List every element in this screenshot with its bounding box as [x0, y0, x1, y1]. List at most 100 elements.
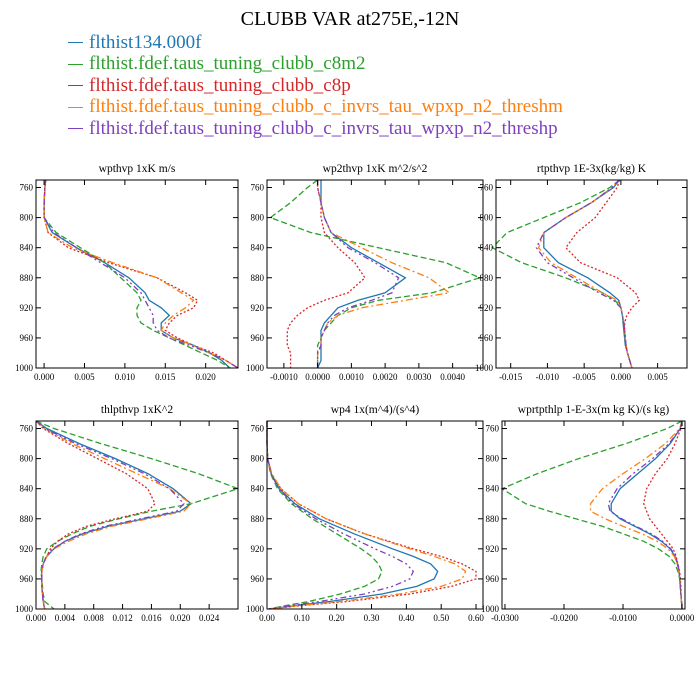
- y-tick-label: 800: [486, 454, 500, 464]
- series-line: [266, 421, 467, 610]
- legend-label: flthist.fdef.taus_tuning_clubb_c8m2: [89, 53, 366, 75]
- y-tick-label: 840: [251, 484, 265, 494]
- x-tick-label: 0.30: [364, 613, 380, 623]
- y-tick-label: 800: [480, 213, 494, 223]
- series-line: [589, 420, 683, 610]
- legend: flthist134.000f flthist.fdef.taus_tuning…: [68, 32, 563, 140]
- x-tick-label: -0.015: [499, 372, 523, 382]
- legend-swatch: [68, 85, 83, 87]
- y-tick-label: 920: [251, 303, 265, 313]
- series-line: [35, 420, 193, 610]
- series-line: [564, 179, 641, 369]
- y-tick-label: 800: [20, 213, 34, 223]
- x-tick-label: 0.000: [34, 372, 55, 382]
- y-tick-label: 960: [20, 574, 34, 584]
- legend-label: flthist.fdef.taus_tuning_clubb_c_invrs_t…: [89, 117, 558, 139]
- y-tick-label: 880: [20, 273, 34, 283]
- x-tick-label: 0.010: [115, 372, 136, 382]
- series-line: [535, 179, 633, 369]
- y-tick-label: 920: [480, 303, 494, 313]
- legend-swatch: [68, 63, 83, 65]
- y-tick-label: 920: [20, 544, 34, 554]
- x-tick-label: 0.020: [170, 613, 191, 623]
- y-tick-label: 880: [251, 273, 265, 283]
- chart-panel: rtpthvp 1E-3x(kg/kg) K 760 800 840 880 920 960…: [475, 163, 688, 382]
- figure-title: CLUBB VAR at275E,-12N: [240, 8, 460, 30]
- series-line: [35, 420, 240, 610]
- y-tick-label: 800: [251, 213, 265, 223]
- x-tick-label: 0.0040: [440, 372, 465, 382]
- x-tick-label: 0.024: [199, 613, 220, 623]
- series-line: [537, 179, 633, 369]
- panel-title: wp4 1x(m^4)/(s^4): [331, 404, 420, 416]
- legend-label: flthist.fdef.taus_tuning_clubb_c8p: [89, 74, 351, 96]
- y-tick-label: 960: [251, 333, 265, 343]
- x-tick-label: -0.0300: [491, 613, 519, 623]
- x-tick-label: 0.0030: [407, 372, 432, 382]
- y-tick-label: 1000: [15, 363, 34, 373]
- plot-frame: [35, 420, 239, 610]
- legend-swatch: [68, 106, 83, 108]
- legend-item: flthist.fdef.taus_tuning_clubb_c_invrs_t…: [68, 118, 563, 140]
- panel-title: wp2thvp 1xK m^2/s^2: [323, 163, 428, 175]
- x-tick-label: 0.005: [74, 372, 95, 382]
- series-line: [35, 420, 185, 610]
- x-tick-label: 0.0020: [373, 372, 398, 382]
- y-tick-label: 880: [251, 514, 265, 524]
- legend-item: flthist134.000f: [68, 32, 563, 54]
- chart-panel: wpthvp 1xK m/s76080084088092096010000.00…: [15, 163, 239, 382]
- series-line: [269, 179, 482, 368]
- x-tick-label: 0.012: [112, 613, 132, 623]
- series-line: [491, 179, 633, 369]
- y-tick-label: 880: [20, 514, 34, 524]
- legend-label: flthist134.000f: [89, 31, 202, 53]
- series-line: [316, 180, 400, 368]
- series-line: [610, 420, 683, 610]
- series-line: [43, 179, 231, 369]
- x-tick-label: 0.016: [141, 613, 162, 623]
- x-tick-label: 0.60: [468, 613, 484, 623]
- y-tick-label: 760: [251, 183, 265, 193]
- y-tick-label: 880: [486, 514, 500, 524]
- y-tick-label: 960: [20, 333, 34, 343]
- y-tick-label: 840: [251, 243, 265, 253]
- series-line: [543, 179, 633, 369]
- panel-title: wprtpthlp 1-E-3x(m kg K)/(s kg): [518, 404, 670, 416]
- plot-frame: [495, 179, 688, 369]
- series-line: [35, 420, 193, 610]
- chart-panel: wprtpthlp 1-E-3x(m kg K)/(s kg) 760 800 840…: [481, 404, 695, 623]
- chart-panel: thlpthvp 1xK^276080084088092096010000.00…: [15, 404, 240, 623]
- chart-panel: wp2thvp 1xK m^2/s^2 760 800 840 880 920 960 100…: [246, 163, 484, 382]
- x-tick-label: 0.50: [433, 613, 449, 623]
- y-tick-label: 840: [486, 484, 500, 494]
- y-tick-label: 760: [20, 424, 34, 434]
- y-tick-label: 1000: [246, 363, 265, 373]
- x-tick-label: -0.005: [573, 372, 597, 382]
- y-tick-label: 800: [251, 454, 265, 464]
- x-tick-label: 0.015: [155, 372, 176, 382]
- x-tick-label: -0.0200: [550, 613, 578, 623]
- y-tick-label: 760: [251, 424, 265, 434]
- legend-swatch: [68, 42, 83, 44]
- series-line: [286, 180, 366, 368]
- legend-item: flthist.fdef.taus_tuning_clubb_c8m2: [68, 53, 563, 76]
- plot-frame: [501, 420, 686, 610]
- series-line: [43, 179, 239, 369]
- plot-frame: [266, 179, 484, 369]
- y-tick-label: 840: [20, 243, 34, 253]
- y-tick-label: 840: [20, 484, 34, 494]
- x-tick-label: 0.020: [196, 372, 217, 382]
- panel-title: rtpthvp 1E-3x(kg/kg) K: [537, 163, 647, 175]
- series-line: [500, 420, 683, 610]
- legend-swatch: [68, 128, 83, 130]
- y-tick-label: 960: [251, 574, 265, 584]
- x-tick-label: 0.0000: [670, 613, 695, 623]
- y-tick-label: 800: [20, 454, 34, 464]
- x-tick-label: 0.10: [294, 613, 310, 623]
- y-tick-label: 1000: [246, 604, 265, 614]
- y-tick-label: 920: [251, 544, 265, 554]
- series-line: [266, 421, 439, 610]
- chart-panel: wp4 1x(m^4)/(s^4) 760 800 840 880 920 960 1000 0…: [246, 404, 484, 623]
- x-tick-label: -0.010: [536, 372, 560, 382]
